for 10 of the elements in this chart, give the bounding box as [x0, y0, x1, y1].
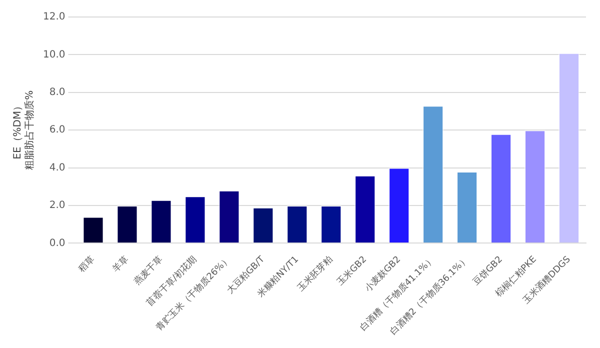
- y-axis-title: EE（%DM）粗脂肪占干物质%: [12, 90, 36, 170]
- y-tick-label: 12.0: [43, 12, 66, 23]
- y-tick-label: 6.0: [49, 124, 66, 136]
- y-tick-label: 4.0: [49, 162, 66, 174]
- x-tick-label: 稻草: [76, 254, 98, 275]
- x-tick-label: 羊草: [110, 254, 132, 275]
- y-tick-label: 8.0: [49, 86, 66, 98]
- y-tick-label: 2.0: [49, 200, 66, 212]
- y-tick-label: 10.0: [43, 49, 66, 60]
- y-tick-label: 0.0: [49, 238, 66, 249]
